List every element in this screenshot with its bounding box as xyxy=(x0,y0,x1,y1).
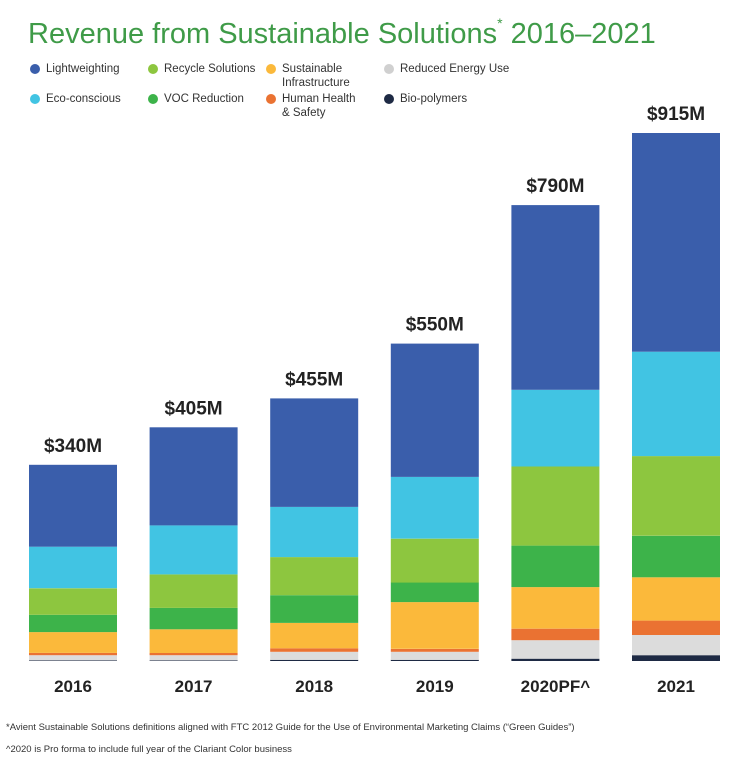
bar-segment-2016-sustainable-infrastructure xyxy=(29,632,117,653)
bar-segment-2016-lightweighting xyxy=(29,464,117,547)
bar-segment-2016-recycle-solutions xyxy=(29,588,117,615)
legend-label-lightweighting: Lightweighting xyxy=(46,63,120,75)
bar-segment-2017-reduced-energy-use xyxy=(149,655,238,661)
legend-label-voc-reduction: VOC Reduction xyxy=(164,93,244,105)
legend-item-lightweighting: Lightweighting xyxy=(30,62,140,76)
total-label-2021: $915M xyxy=(647,104,705,125)
bar-segment-2020pf-voc-reduction xyxy=(511,545,600,588)
total-label-2020pf: $790M xyxy=(526,176,584,197)
bar-segment-2016-reduced-energy-use xyxy=(29,655,117,661)
bar-segment-2020pf-sustainable-infrastructure xyxy=(511,587,600,629)
bar-segment-2017-recycle-solutions xyxy=(149,574,238,608)
legend-swatch-reduced-energy-use xyxy=(384,64,394,74)
legend-item-human-health-safety: Human Health & Safety xyxy=(266,92,366,120)
chart-title: Revenue from Sustainable Solutions* 2016… xyxy=(28,15,656,51)
stacked-bar-chart: $340M 2016 $405M 2017 $455M 2018 $550M 2019 $790… xyxy=(29,104,720,696)
bar-segment-2019-eco-conscious xyxy=(390,476,479,539)
bar-segment-2016-voc-reduction xyxy=(29,614,117,633)
legend-swatch-sustainable-infrastructure xyxy=(266,64,276,74)
x-tick-label-2017: 2017 xyxy=(175,677,213,696)
title-asterisk: * xyxy=(497,15,503,32)
bar-segment-2019-recycle-solutions xyxy=(390,538,479,583)
bar-segment-2018-sustainable-infrastructure xyxy=(270,622,359,649)
legend-swatch-lightweighting xyxy=(30,64,40,74)
bar-segment-2018-eco-conscious xyxy=(270,506,359,558)
legend-label-bio-polymers: Bio-polymers xyxy=(400,93,468,105)
bar-segment-2021-reduced-energy-use xyxy=(632,635,720,656)
bar-segment-2019-voc-reduction xyxy=(390,582,479,603)
bar-segment-2018-recycle-solutions xyxy=(270,557,359,596)
total-label-2017: $405M xyxy=(165,398,223,419)
legend-swatch-recycle-solutions xyxy=(148,64,158,74)
bar-segment-2019-lightweighting xyxy=(390,343,479,477)
legend-label-recycle-solutions: Recycle Solutions xyxy=(164,63,256,75)
bar-segment-2020pf-human-health-safety xyxy=(511,628,600,641)
bar-segment-2020pf-eco-conscious xyxy=(511,389,600,467)
legend-item-bio-polymers: Bio-polymers xyxy=(384,92,524,106)
x-tick-label-2019: 2019 xyxy=(416,677,454,696)
legend-label-reduced-energy-use: Reduced Energy Use xyxy=(400,63,510,75)
legend-item-reduced-energy-use: Reduced Energy Use xyxy=(384,62,524,76)
bar-segment-2016-human-health-safety xyxy=(29,652,117,656)
legend-swatch-eco-conscious xyxy=(30,94,40,104)
bar-segment-2021-recycle-solutions xyxy=(632,456,720,536)
bar-segment-2021-human-health-safety xyxy=(632,620,720,635)
footnote-pro-forma: ^2020 is Pro forma to include full year … xyxy=(6,744,292,755)
bar-segment-2021-bio-polymers xyxy=(632,655,720,661)
bar-segment-2017-sustainable-infrastructure xyxy=(149,629,238,653)
bar-segment-2017-eco-conscious xyxy=(149,525,238,575)
bar-segment-2020pf-reduced-energy-use xyxy=(511,640,600,659)
bar-segment-2018-lightweighting xyxy=(270,398,359,507)
x-tick-label-2016: 2016 xyxy=(54,677,92,696)
legend-swatch-voc-reduction xyxy=(148,94,158,104)
bar-segment-2019-bio-polymers xyxy=(390,659,479,661)
bar-segment-2019-sustainable-infrastructure xyxy=(390,602,479,649)
footnote-definitions: *Avient Sustainable Solutions definition… xyxy=(6,722,575,733)
legend-item-recycle-solutions: Recycle Solutions xyxy=(148,62,258,76)
bar-segment-2016-bio-polymers xyxy=(29,660,117,661)
x-tick-label-2020pf: 2020PF^ xyxy=(521,677,591,696)
bar-segment-2021-eco-conscious xyxy=(632,351,720,457)
legend-swatch-human-health-safety xyxy=(266,94,276,104)
legend-swatch-bio-polymers xyxy=(384,94,394,104)
chart-title-text: Revenue from Sustainable Solutions xyxy=(28,18,498,50)
total-label-2016: $340M xyxy=(44,436,102,457)
bar-segment-2019-reduced-energy-use xyxy=(390,651,479,660)
legend: Lightweighting Recycle Solutions Sustainab… xyxy=(30,62,730,122)
bar-segment-2018-bio-polymers xyxy=(270,659,359,661)
bar-segment-2016-eco-conscious xyxy=(29,546,117,589)
legend-label-sustainable-infrastructure: Sustainable Infrastructure xyxy=(282,63,350,89)
bar-segment-2020pf-bio-polymers xyxy=(511,658,600,661)
bar-segment-2017-bio-polymers xyxy=(149,660,238,661)
bar-segment-2018-voc-reduction xyxy=(270,595,359,623)
x-tick-label-2018: 2018 xyxy=(295,677,333,696)
bar-segment-2017-voc-reduction xyxy=(149,607,238,630)
bar-segment-2018-reduced-energy-use xyxy=(270,651,359,660)
x-tick-label-2021: 2021 xyxy=(657,677,695,696)
legend-item-sustainable-infrastructure: Sustainable Infrastructure xyxy=(266,62,366,90)
bar-segment-2017-human-health-safety xyxy=(149,652,238,656)
bar-segment-2021-lightweighting xyxy=(632,133,720,352)
legend-label-human-health-safety: Human Health & Safety xyxy=(282,93,356,119)
bar-segment-2017-lightweighting xyxy=(149,427,238,526)
total-label-2019: $550M xyxy=(406,315,464,336)
legend-item-eco-conscious: Eco-conscious xyxy=(30,92,140,106)
bar-segment-2021-voc-reduction xyxy=(632,535,720,578)
bar-segment-2020pf-lightweighting xyxy=(511,205,600,390)
total-label-2018: $455M xyxy=(285,369,343,390)
bar-segment-2018-human-health-safety xyxy=(270,648,359,652)
legend-item-voc-reduction: VOC Reduction xyxy=(148,92,258,106)
chart-title-years: 2016–2021 xyxy=(502,18,656,50)
bar-segment-2019-human-health-safety xyxy=(390,648,479,652)
legend-label-eco-conscious: Eco-conscious xyxy=(46,93,121,105)
bar-segment-2020pf-recycle-solutions xyxy=(511,466,600,546)
bar-segment-2021-sustainable-infrastructure xyxy=(632,577,720,621)
